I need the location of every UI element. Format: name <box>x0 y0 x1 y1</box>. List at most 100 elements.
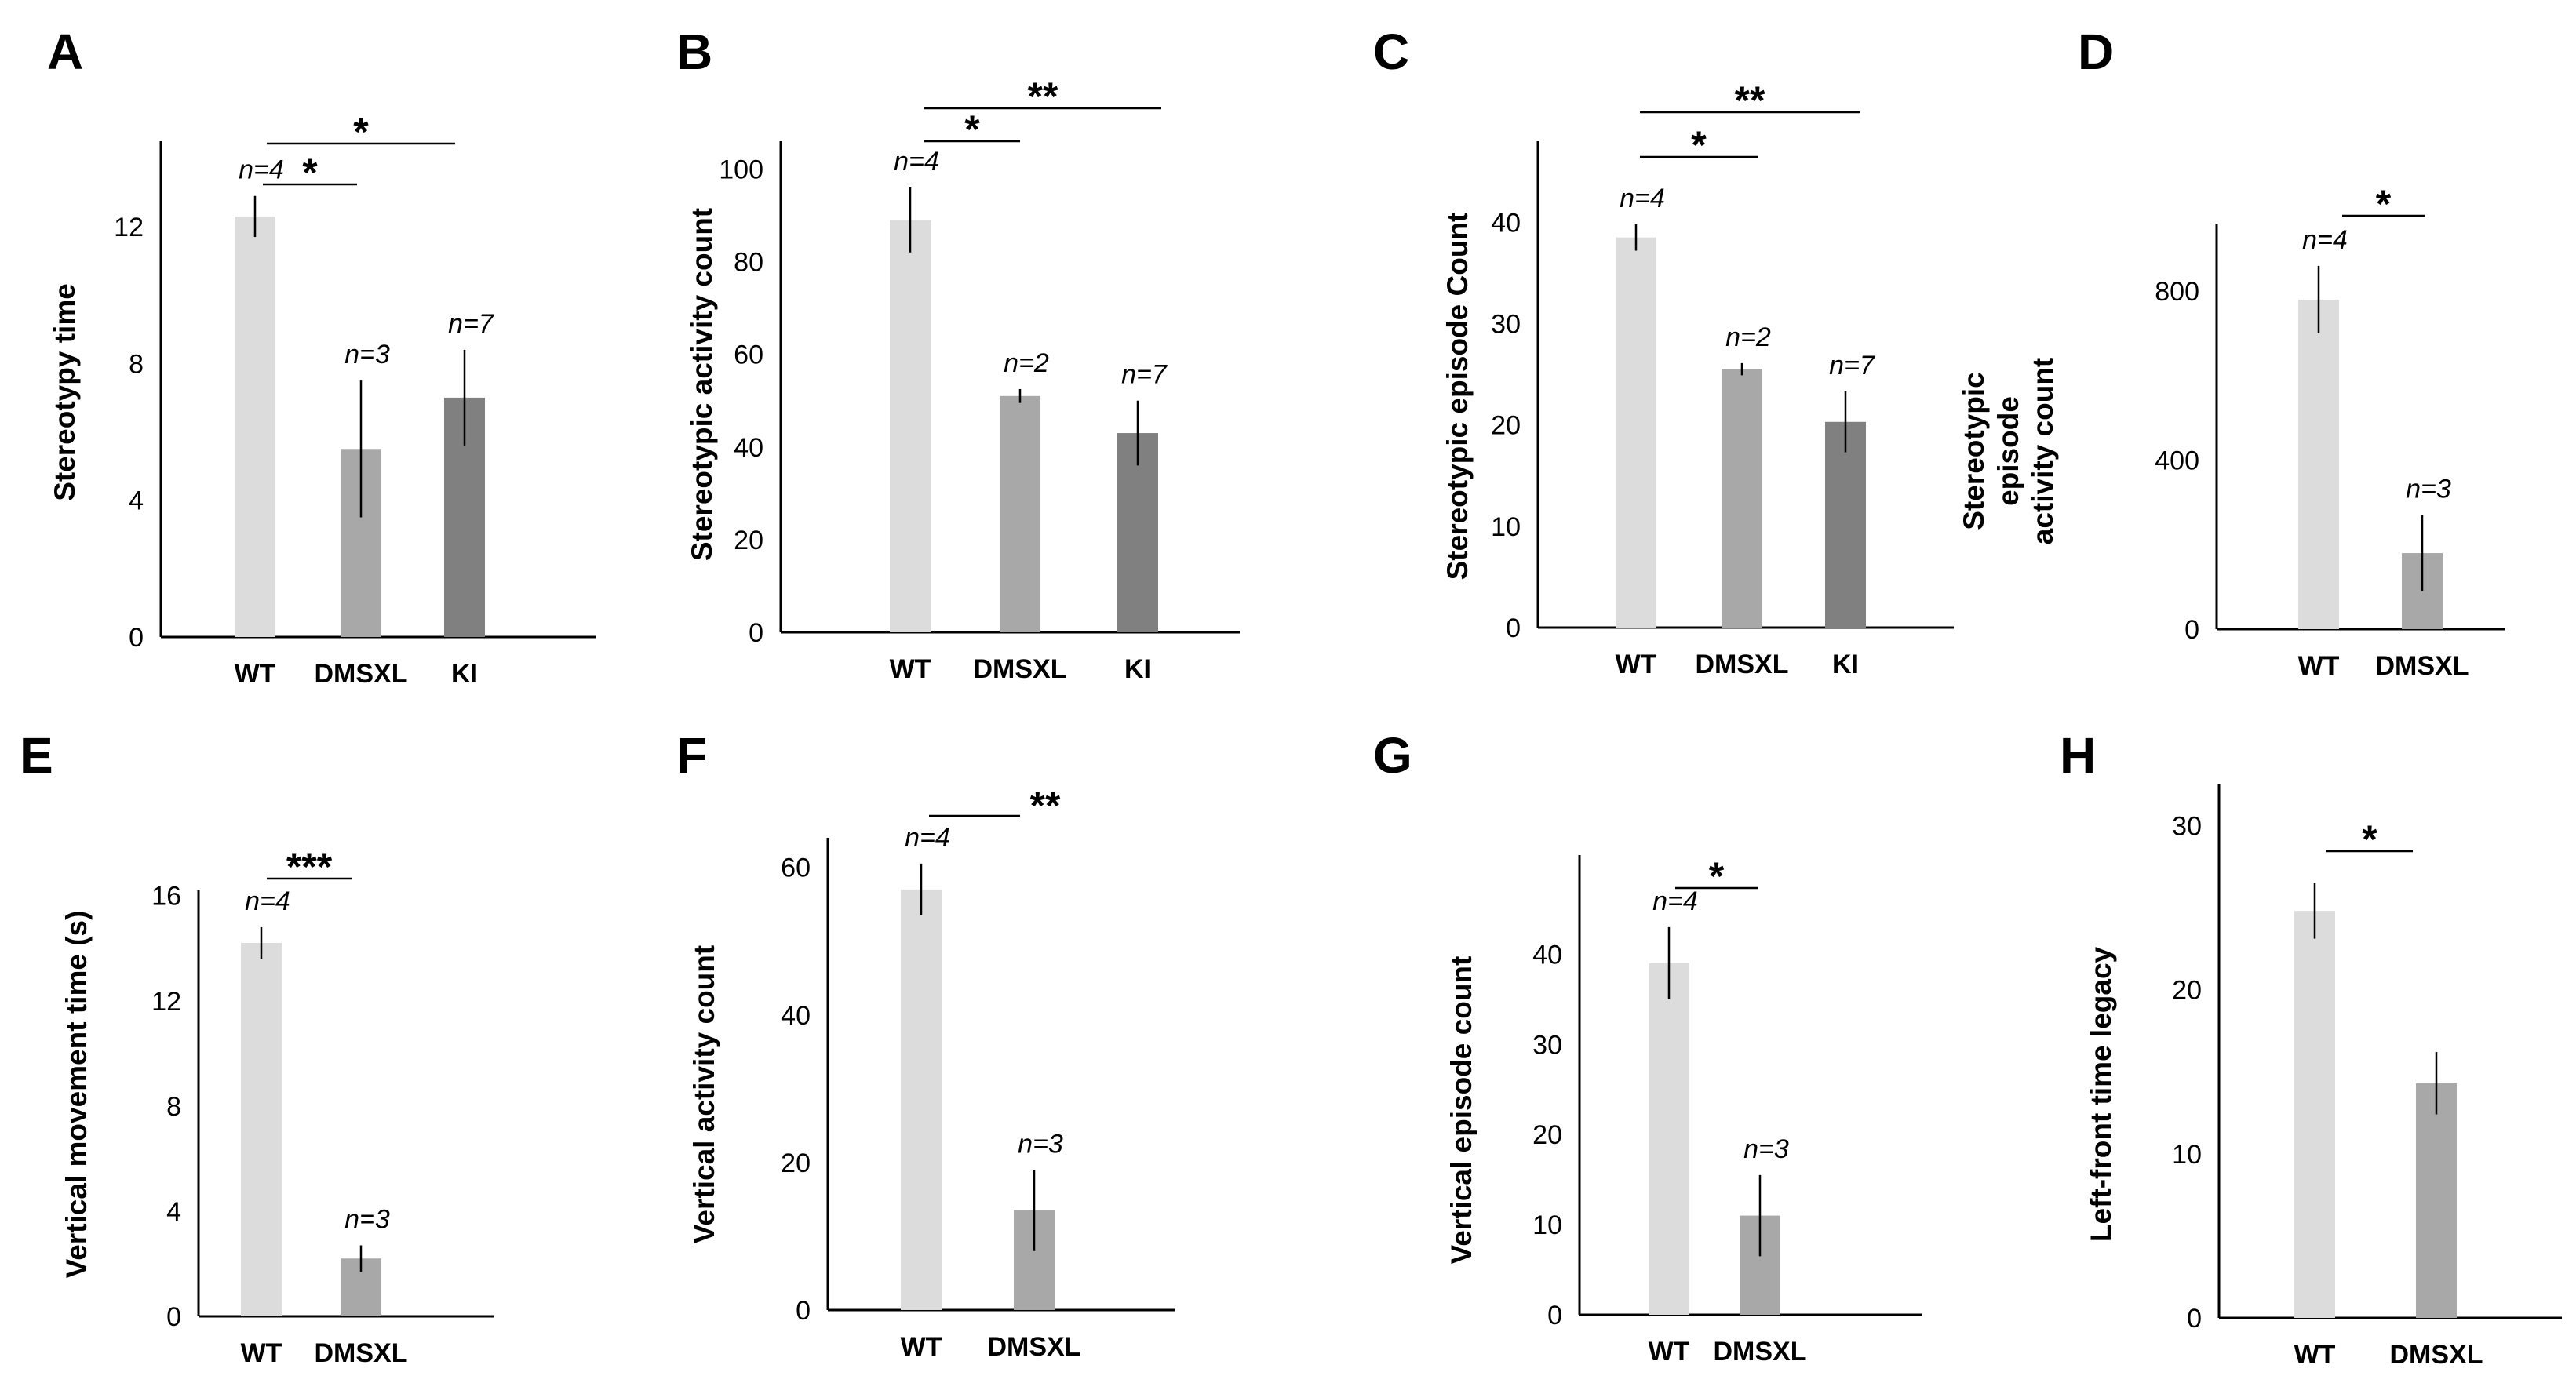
y-tick-label-f: 0 <box>796 1296 811 1326</box>
panel-letter-a: A <box>47 24 83 80</box>
significance-stars-b: ** <box>1028 75 1058 118</box>
n-label-c: n=7 <box>1829 351 1875 380</box>
y-axis-label-line: Stereotypic <box>1958 372 1990 530</box>
panel-letter-f: F <box>676 727 707 784</box>
n-label-d: n=3 <box>2406 475 2451 504</box>
y-tick-label-b: 20 <box>734 526 763 555</box>
x-tick-label-h: WT <box>2294 1340 2336 1370</box>
y-tick-label-b: 0 <box>749 618 763 648</box>
bar-b-dmsxl <box>1000 395 1040 632</box>
bar-h-wt <box>2294 911 2335 1318</box>
y-axis-label-e: Vertical movement time (s) <box>60 911 93 1279</box>
y-axis-label-g: Vertical episode count <box>1445 956 1477 1265</box>
x-tick-label-b: DMSXL <box>974 654 1067 684</box>
significance-stars-e: *** <box>286 845 333 889</box>
panel-letter-e: E <box>20 727 53 784</box>
y-axis-label-b: Stereotypic activity count <box>686 208 718 561</box>
y-axis-label-d: Stereotypicepisodeactivity count <box>1958 358 2059 545</box>
bar-c-dmsxl <box>1722 369 1762 628</box>
n-label-f: n=3 <box>1018 1129 1063 1159</box>
y-tick-label-b: 60 <box>734 340 763 370</box>
x-tick-label-e: WT <box>241 1338 282 1368</box>
n-label-a: n=7 <box>448 309 494 339</box>
x-tick-label-c: KI <box>1832 650 1859 679</box>
x-tick-label-a: KI <box>451 659 478 689</box>
significance-stars-b: * <box>964 107 980 151</box>
x-tick-label-h: DMSXL <box>2390 1340 2483 1370</box>
y-axis-label-line: episode <box>1992 396 2024 506</box>
bar-h-dmsxl <box>2416 1083 2457 1318</box>
y-tick-label-e: 12 <box>151 987 181 1017</box>
bar-d-wt <box>2298 299 2339 629</box>
y-tick-label-g: 30 <box>1532 1030 1562 1060</box>
y-tick-label-b: 40 <box>734 433 763 463</box>
y-tick-label-a: 0 <box>129 623 144 653</box>
y-axis-label-line: activity count <box>2027 358 2059 545</box>
n-label-b: n=2 <box>1004 348 1049 378</box>
y-axis-label-a: Stereotypy time <box>49 283 81 501</box>
n-label-g: n=3 <box>1743 1134 1789 1164</box>
significance-stars-h: * <box>2362 817 2377 861</box>
y-axis-label-f: Vertical activity count <box>688 945 720 1243</box>
x-tick-label-c: WT <box>1616 650 1657 679</box>
y-tick-label-g: 40 <box>1532 940 1562 970</box>
panel-f: F Vertical activity count 0 20 40 60 WT n=4 DMSX… <box>676 727 1175 1362</box>
x-tick-label-f: WT <box>901 1332 942 1362</box>
x-tick-label-g: WT <box>1649 1337 1690 1367</box>
significance-stars-f: ** <box>1030 784 1061 828</box>
y-tick-label-e: 0 <box>166 1302 181 1332</box>
y-tick-label-f: 20 <box>781 1148 811 1178</box>
significance-stars-a: * <box>353 110 369 154</box>
x-tick-label-a: DMSXL <box>315 659 408 689</box>
y-tick-label-b: 100 <box>719 155 763 184</box>
y-axis-label-h: Left-front time legacy <box>2085 946 2117 1242</box>
n-label-c: n=4 <box>1620 184 1665 213</box>
y-tick-label-h: 30 <box>2172 811 2202 841</box>
panel-letter-d: D <box>2078 24 2114 80</box>
y-tick-label-b: 80 <box>734 248 763 278</box>
y-tick-label-g: 0 <box>1547 1301 1562 1330</box>
bar-a-wt <box>235 216 275 637</box>
x-tick-label-a: WT <box>235 659 276 689</box>
y-tick-label-c: 20 <box>1491 411 1521 441</box>
y-tick-label-g: 10 <box>1532 1210 1562 1240</box>
y-tick-label-c: 0 <box>1506 613 1521 643</box>
x-tick-label-e: DMSXL <box>315 1338 408 1368</box>
bar-f-wt <box>901 889 942 1310</box>
n-label-g: n=4 <box>1652 886 1698 916</box>
y-tick-label-a: 4 <box>129 486 144 516</box>
y-tick-label-a: 8 <box>129 349 144 379</box>
n-label-b: n=7 <box>1121 360 1168 390</box>
panel-letter-h: H <box>2060 727 2096 784</box>
significance-stars-d: * <box>2376 182 2392 226</box>
significance-stars-c: * <box>1691 123 1707 167</box>
panel-g: G Vertical episode count 0 10 20 30 40 WT n=4 DMS… <box>1373 727 1922 1367</box>
y-tick-label-c: 30 <box>1491 310 1521 340</box>
y-axis-label-c: Stereotypic episode Count <box>1441 213 1474 581</box>
panel-a: A Stereotypy time 0 4 8 12 WT n=4 DMSXL n=3 KI n=7 *… <box>47 24 596 689</box>
bar-b-wt <box>890 220 931 632</box>
n-label-e: n=3 <box>344 1205 390 1235</box>
panel-d: D Stereotypicepisodeactivity count 0 400 800… <box>1958 24 2505 681</box>
x-tick-label-b: WT <box>890 654 931 684</box>
panel-h: H Left-front time legacy 0 10 20 30 WT DMSXL * <box>2060 727 2562 1370</box>
y-tick-label-c: 10 <box>1491 512 1521 542</box>
y-tick-label-f: 60 <box>781 854 811 883</box>
x-tick-label-d: WT <box>2298 651 2340 681</box>
x-tick-label-f: DMSXL <box>988 1332 1081 1362</box>
bar-e-wt <box>241 943 282 1316</box>
panel-e: E Vertical movement time (s) 0 4 8 12 16 WT n=4 D… <box>20 727 494 1368</box>
x-tick-label-g: DMSXL <box>1714 1337 1807 1367</box>
x-tick-label-c: DMSXL <box>1696 650 1789 679</box>
y-tick-label-h: 20 <box>2172 976 2202 1006</box>
y-tick-label-f: 40 <box>781 1001 811 1031</box>
bar-b-ki <box>1117 433 1158 632</box>
y-tick-label-d: 0 <box>2184 615 2199 645</box>
n-label-e: n=4 <box>245 886 290 916</box>
significance-stars-g: * <box>1709 854 1725 898</box>
y-tick-label-a: 12 <box>114 213 144 242</box>
significance-stars-c: ** <box>1735 78 1765 122</box>
n-label-a: n=3 <box>344 340 390 369</box>
y-tick-label-e: 16 <box>151 882 181 912</box>
